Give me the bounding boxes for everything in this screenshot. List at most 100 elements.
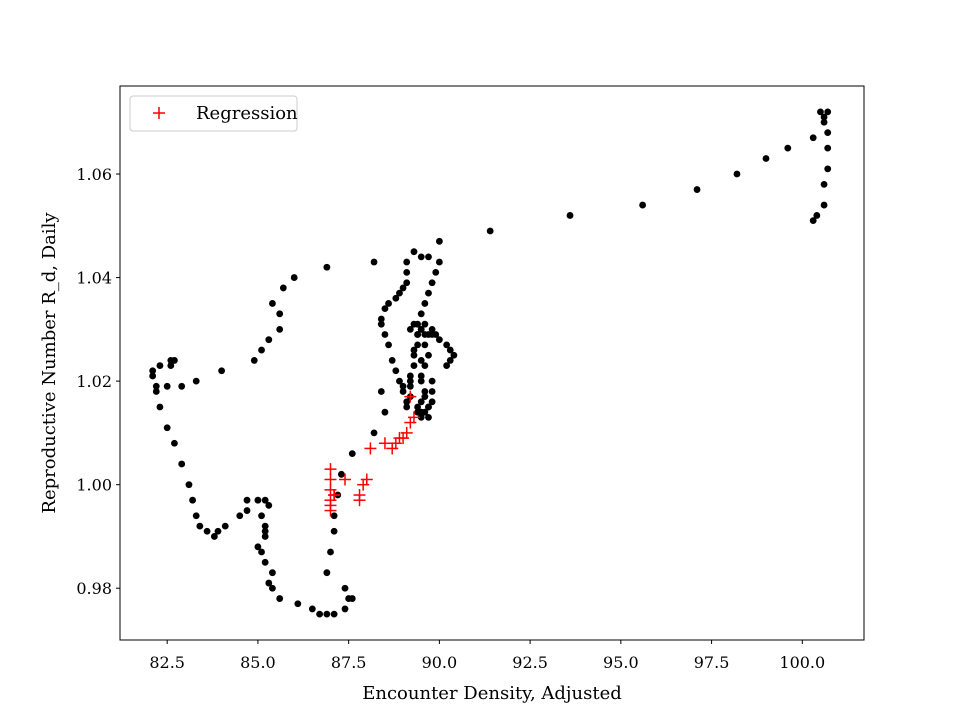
data-point	[265, 336, 273, 344]
regression-point	[353, 494, 366, 507]
data-point	[428, 398, 436, 406]
data-point	[214, 527, 222, 535]
data-point	[824, 129, 832, 136]
legend: Regression	[129, 95, 298, 132]
data-point	[813, 212, 821, 219]
regression-point	[324, 463, 337, 476]
data-point	[316, 610, 324, 618]
data-point	[446, 346, 454, 354]
data-point	[370, 258, 378, 266]
data-point	[381, 408, 389, 416]
data-point	[414, 403, 421, 411]
data-point	[276, 595, 284, 602]
data-point	[243, 496, 251, 504]
data-point	[392, 367, 400, 375]
x-tick-label: 97.5	[694, 653, 730, 672]
data-point	[152, 382, 160, 390]
data-point	[425, 403, 432, 411]
data-point	[269, 584, 276, 592]
data-point	[428, 279, 436, 287]
data-point	[824, 108, 832, 116]
data-point	[385, 341, 392, 349]
data-point	[341, 605, 349, 613]
data-point	[432, 331, 440, 338]
data-point	[410, 248, 418, 256]
data-point	[269, 300, 276, 307]
data-point	[261, 496, 269, 504]
data-point	[258, 512, 265, 520]
data-point	[639, 201, 647, 209]
data-point	[421, 320, 429, 328]
data-point	[417, 413, 425, 421]
data-point	[171, 357, 178, 364]
data-point	[163, 424, 171, 432]
regression-point	[324, 504, 337, 517]
data-point	[406, 377, 414, 385]
data-point	[403, 279, 411, 287]
data-point	[566, 212, 574, 219]
data-point	[421, 362, 429, 369]
data-point	[221, 522, 229, 530]
data-point	[406, 372, 414, 380]
regression-point	[378, 437, 391, 450]
regression-point	[360, 473, 373, 486]
data-point	[410, 346, 418, 354]
x-tick-label: 90.0	[422, 653, 458, 672]
data-point	[820, 113, 828, 121]
data-point	[388, 357, 396, 364]
data-point	[824, 165, 832, 173]
data-point	[171, 439, 178, 447]
data-point	[330, 512, 338, 520]
data-point	[403, 403, 411, 411]
x-tick-label: 87.5	[331, 653, 367, 672]
data-point	[417, 377, 425, 385]
data-point	[254, 543, 262, 551]
data-point	[192, 512, 200, 520]
regression-point	[407, 411, 420, 424]
data-point	[276, 325, 284, 333]
data-point	[327, 548, 334, 556]
data-point	[308, 605, 316, 613]
data-point	[189, 496, 196, 504]
data-point	[341, 584, 349, 592]
data-point	[348, 450, 356, 458]
data-point	[403, 398, 411, 406]
data-point	[432, 268, 440, 276]
regression-point	[400, 426, 413, 439]
data-point	[428, 377, 436, 385]
data-point	[381, 305, 389, 313]
data-point	[410, 320, 418, 328]
data-point	[265, 501, 273, 509]
data-point	[406, 382, 414, 390]
data-point	[820, 118, 828, 126]
legend-entry-regression: Regression	[196, 103, 298, 124]
regression-point	[328, 489, 341, 502]
data-point	[417, 325, 425, 333]
data-point	[261, 558, 269, 566]
data-point	[290, 274, 298, 281]
data-point	[443, 362, 451, 369]
data-point	[178, 382, 186, 390]
data-point	[269, 569, 276, 577]
y-tick-label: 1.06	[76, 165, 112, 184]
data-point	[809, 134, 817, 142]
data-point	[261, 527, 269, 535]
data-point	[377, 315, 385, 323]
regression-point	[404, 390, 417, 403]
data-point	[250, 357, 258, 364]
y-axis-label: Reproductive Number R_d, Daily	[39, 212, 60, 514]
data-point	[414, 341, 421, 349]
data-point	[421, 300, 429, 307]
data-point	[385, 300, 392, 307]
x-tick-label: 100.0	[779, 653, 825, 672]
data-point	[446, 357, 454, 364]
data-point	[410, 351, 418, 359]
data-point	[425, 289, 432, 297]
data-point	[396, 377, 403, 385]
x-axis-ticks: 82.5 85.0 87.5 90.0 92.5 95.0 97.5 100.0	[149, 640, 825, 672]
data-point	[421, 388, 429, 395]
x-axis-label: Encounter Density, Adjusted	[362, 683, 622, 704]
legend-box	[129, 95, 298, 132]
data-point	[330, 610, 338, 618]
data-point	[196, 522, 204, 530]
